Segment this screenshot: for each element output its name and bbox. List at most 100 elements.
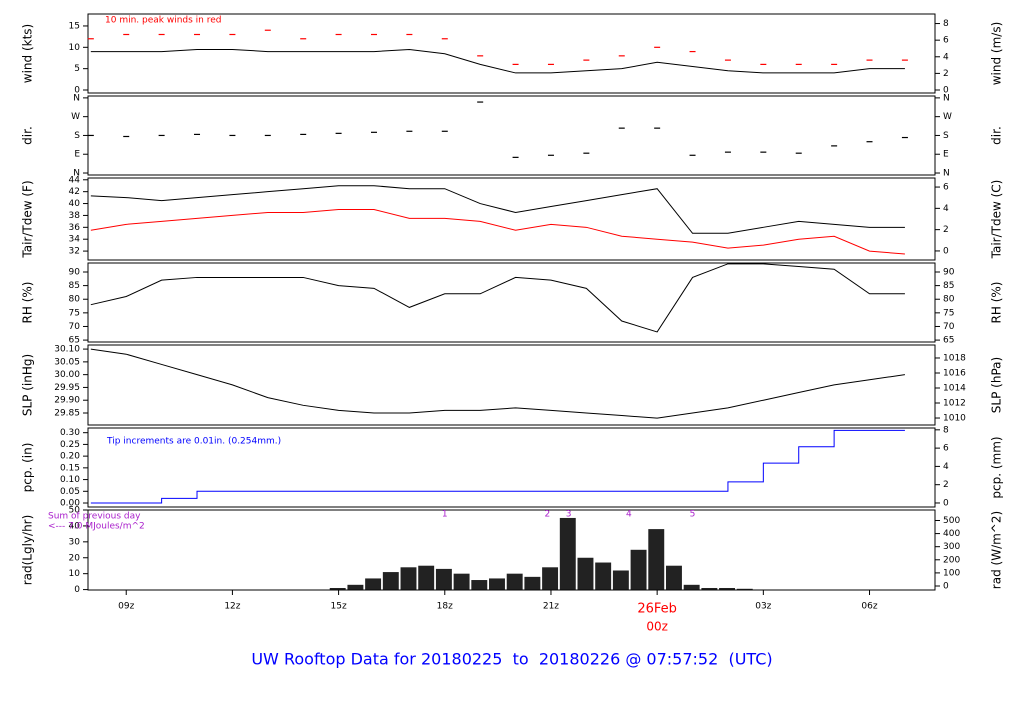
y-tick-label: 0.25 [60, 440, 80, 450]
y-tick-label: 15 [69, 21, 80, 31]
y-tick-label: 10 [69, 569, 81, 579]
y2-tick-label: 70 [943, 322, 955, 332]
x-tick-label: 03z [755, 602, 771, 612]
series-line [90, 48, 905, 74]
y2-tick-label: 1016 [943, 368, 966, 378]
y2-tick-label: N [943, 169, 950, 179]
y2-axis-label: pcp. (mm) [990, 436, 1004, 498]
y-tick-label: 20 [69, 553, 81, 563]
y-tick-label: 30.00 [54, 370, 80, 380]
y2-tick-label: N [943, 93, 950, 103]
y2-tick-label: 100 [943, 568, 960, 578]
bar [524, 576, 541, 590]
y-tick-label: 80 [69, 295, 81, 305]
plot-frame [87, 177, 936, 261]
y-tick-label: 0.10 [60, 475, 80, 485]
bar [559, 517, 576, 590]
bar [648, 529, 665, 590]
plot-frame [87, 13, 936, 94]
y2-tick-label: S [943, 131, 949, 141]
y2-tick-label: 1012 [943, 399, 966, 409]
bar [665, 565, 682, 590]
y-axis-label: rad(Lgly/hr) [21, 515, 35, 586]
annotation: <--- 7.0 MJoules/m^2 [48, 522, 145, 532]
y-axis-label: Tair/Tdew (F) [21, 180, 35, 258]
y-tick-label: 70 [69, 322, 81, 332]
event-marker: 2 [545, 510, 551, 520]
x-tick-label: 21z [543, 602, 559, 612]
x-tick-label: 09z [118, 602, 134, 612]
series-line [90, 429, 905, 504]
y-tick-label: 44 [69, 175, 81, 185]
y-tick-label: 40 [69, 521, 81, 531]
y2-tick-label: 0 [943, 246, 949, 256]
y2-axis-label: SLP (hPa) [990, 357, 1004, 413]
y-tick-label: 0.00 [60, 499, 80, 509]
bar [382, 572, 399, 590]
y-tick-label: 34 [69, 235, 81, 245]
bar [435, 568, 452, 590]
y-tick-label: 0.05 [60, 487, 80, 497]
bar [542, 567, 559, 590]
y-tick-label: 0.15 [60, 463, 80, 473]
y-tick-label: 65 [69, 336, 80, 346]
annotation: 10 min. peak winds in red [105, 16, 222, 26]
event-marker: 5 [690, 510, 696, 520]
y-tick-label: 5 [74, 64, 80, 74]
y2-tick-label: 6 [943, 183, 949, 193]
y2-tick-label: 300 [943, 542, 960, 552]
y-tick-label: N [73, 169, 80, 179]
y-tick-label: 0.30 [60, 428, 80, 438]
y-tick-label: 0 [74, 86, 80, 96]
bar [577, 557, 594, 590]
series-line [90, 208, 905, 255]
bar [719, 587, 736, 590]
y2-tick-label: 75 [943, 308, 954, 318]
y-tick-label: 32 [69, 247, 80, 257]
bar [471, 580, 488, 590]
x-tick-label: 12z [224, 602, 240, 612]
bar [329, 587, 346, 590]
y2-tick-label: 500 [943, 516, 960, 526]
y2-tick-label: 0 [943, 498, 949, 508]
y-tick-label: 29.85 [54, 408, 80, 418]
y-tick-label: W [71, 112, 80, 122]
y2-tick-label: 4 [943, 52, 949, 62]
y2-tick-label: 2 [943, 69, 949, 79]
y2-tick-label: 400 [943, 529, 960, 539]
annotation: Tip increments are 0.01in. (0.254mm.) [106, 437, 281, 447]
y2-tick-label: 8 [943, 425, 949, 435]
bar [489, 578, 505, 590]
plot-frame [87, 95, 936, 176]
series-line [90, 263, 905, 333]
y2-axis-label: Tair/Tdew (C) [990, 180, 1004, 260]
y2-tick-label: 85 [943, 281, 954, 291]
y-tick-label: 30 [69, 537, 81, 547]
y-tick-label: 50 [69, 506, 81, 516]
y2-tick-label: E [943, 150, 949, 160]
y2-tick-label: 4 [943, 204, 949, 214]
bar [612, 570, 629, 590]
y-tick-label: 36 [69, 223, 81, 233]
y2-tick-label: 0 [943, 582, 949, 592]
y-tick-label: 30.05 [54, 357, 80, 367]
plot-frame [87, 509, 936, 591]
x-tick-label: 06z [861, 602, 877, 612]
y-tick-label: 29.95 [54, 383, 80, 393]
bar [506, 573, 523, 590]
date-label: 26Feb [637, 602, 677, 617]
bar [453, 573, 470, 590]
y-tick-label: 30.10 [54, 345, 80, 355]
y2-tick-label: 0 [943, 86, 949, 96]
y2-tick-label: 1018 [943, 353, 966, 363]
y2-tick-label: 2 [943, 480, 949, 490]
x-tick-label: 00z [646, 620, 668, 634]
y-tick-label: N [73, 93, 80, 103]
y2-tick-label: 65 [943, 336, 954, 346]
bar [347, 584, 364, 590]
y2-tick-label: 6 [943, 36, 949, 46]
page-title: UW Rooftop Data for 20180225 to 20180226… [251, 650, 772, 669]
y-tick-label: 90 [69, 267, 81, 277]
y-tick-label: 0 [74, 585, 80, 595]
